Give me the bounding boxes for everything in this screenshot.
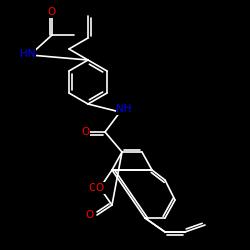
- Text: O: O: [86, 210, 94, 220]
- Text: O: O: [89, 183, 97, 193]
- Text: O: O: [48, 7, 56, 17]
- Text: O: O: [81, 127, 89, 137]
- Text: HN: HN: [20, 49, 36, 59]
- Text: NH: NH: [116, 104, 132, 114]
- Text: O: O: [96, 183, 104, 193]
